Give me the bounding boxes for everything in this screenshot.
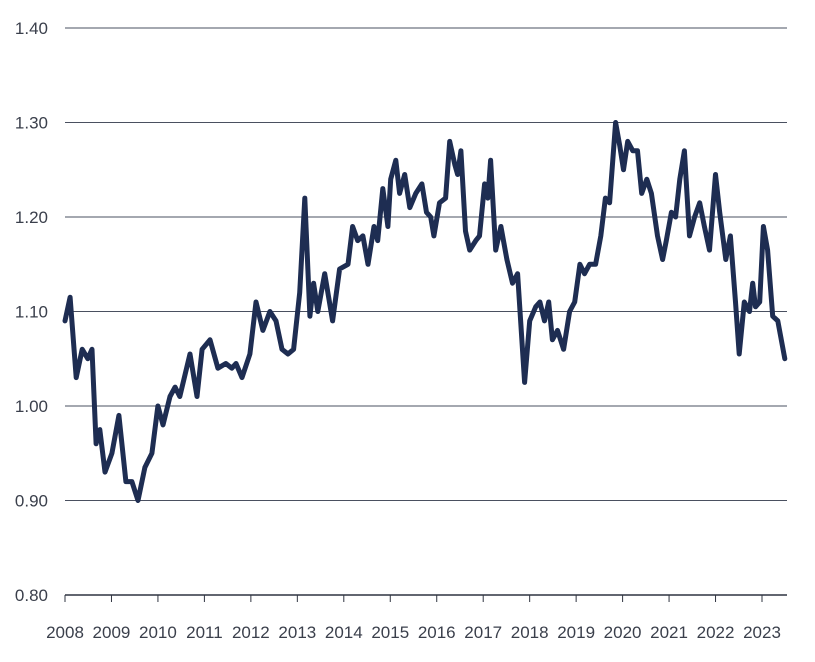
x-tick-label: 2018: [511, 623, 549, 642]
x-tick-label: 2021: [650, 623, 688, 642]
x-tick-label: 2016: [418, 623, 456, 642]
x-tick-label: 2015: [371, 623, 409, 642]
y-tick-label: 1.30: [15, 114, 48, 133]
y-tick-label: 0.80: [15, 586, 48, 605]
gridlines: [65, 27, 787, 596]
x-tick-label: 2010: [139, 623, 177, 642]
x-tick-label: 2009: [93, 623, 131, 642]
y-tick-label: 1.40: [15, 19, 48, 38]
series-line: [62, 120, 788, 503]
x-tick-label: 2023: [743, 623, 781, 642]
y-tick-label: 1.10: [15, 303, 48, 322]
x-tick-label: 2020: [604, 623, 642, 642]
x-axis-ticks: 2008 2009 2010 2011 2012 2013 2014 2015 2016 2017…: [46, 595, 781, 642]
x-tick-label: 2014: [325, 623, 363, 642]
x-tick-label: 2019: [557, 623, 595, 642]
x-tick-label: 2022: [697, 623, 735, 642]
x-tick-label: 2008: [46, 623, 84, 642]
y-axis-ticks: 0.80 0.90 1.00 1.10 1.20 1.30 1.40: [15, 19, 48, 605]
x-tick-label: 2012: [232, 623, 270, 642]
x-tick-label: 2017: [464, 623, 502, 642]
x-tick-label: 2011: [186, 623, 223, 642]
y-tick-label: 1.20: [15, 208, 48, 227]
y-tick-label: 0.90: [15, 492, 48, 511]
x-tick-label: 2013: [278, 623, 316, 642]
y-tick-label: 1.00: [15, 397, 48, 416]
